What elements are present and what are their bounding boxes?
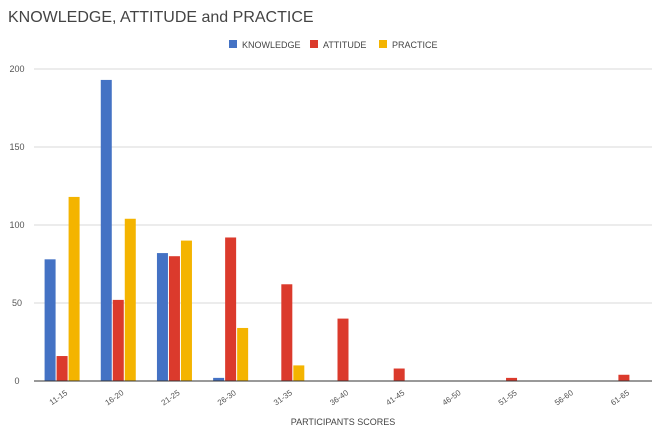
- y-axis-ticks: 0 50 100 150 200: [9, 64, 24, 386]
- legend-label-knowledge: KNOWLEDGE: [242, 40, 301, 50]
- y-tick-label: 0: [14, 376, 19, 386]
- bar-practice-21-25: [180, 240, 192, 381]
- x-tick-label: 51-55: [497, 388, 519, 407]
- bar-attitude-36-40: [337, 318, 349, 381]
- bar-practice-31-35: [293, 365, 305, 381]
- chart-title: KNOWLEDGE, ATTITUDE and PRACTICE: [8, 9, 314, 26]
- x-tick-label: 41-45: [384, 388, 406, 407]
- x-tick-label: 16-20: [103, 388, 125, 407]
- bar-attitude-41-45: [393, 368, 405, 381]
- bar-attitude-61-65: [618, 374, 630, 381]
- x-tick-label: 31-35: [272, 388, 294, 407]
- legend-swatch-practice: [379, 40, 387, 48]
- legend-swatch-attitude: [310, 40, 318, 48]
- x-axis-label: PARTICIPANTS SCORES: [291, 417, 396, 427]
- x-tick-label: 46-50: [441, 388, 463, 407]
- y-tick-label: 150: [9, 142, 24, 152]
- bar-practice-26-30: [237, 327, 249, 381]
- x-tick-label: 61-65: [609, 388, 631, 407]
- bar-attitude-11-15: [56, 356, 68, 381]
- bar-attitude-26-30: [225, 237, 237, 381]
- y-tick-label: 200: [9, 64, 24, 74]
- gridlines: [34, 68, 652, 304]
- bars: [44, 79, 630, 382]
- bar-attitude-51-55: [506, 377, 518, 381]
- x-tick-label: 26-30: [216, 388, 238, 407]
- bar-practice-16-20: [124, 218, 136, 381]
- y-tick-label: 100: [9, 220, 24, 230]
- x-tick-label: 36-40: [328, 388, 350, 407]
- y-tick-label: 50: [12, 298, 22, 308]
- x-axis-ticks: 11-15 16-20 21-25 26-30 31-35 36-40 41-45 46-50…: [48, 388, 632, 407]
- legend: KNOWLEDGE ATTITUDE PRACTICE: [229, 40, 438, 50]
- bar-knowledge-21-25: [156, 253, 168, 381]
- legend-swatch-knowledge: [229, 40, 237, 48]
- bar-practice-11-15: [68, 196, 80, 381]
- x-tick-label: 56-60: [553, 388, 575, 407]
- bar-attitude-31-35: [281, 284, 293, 381]
- bar-attitude-21-25: [168, 256, 180, 381]
- x-tick-label: 21-25: [160, 388, 182, 407]
- legend-label-attitude: ATTITUDE: [323, 40, 366, 50]
- bar-knowledge-11-15: [44, 259, 56, 381]
- bar-knowledge-16-20: [100, 79, 112, 382]
- legend-label-practice: PRACTICE: [392, 40, 438, 50]
- bar-attitude-16-20: [112, 299, 124, 381]
- bar-knowledge-26-30: [213, 377, 225, 381]
- x-tick-label: 11-15: [48, 388, 70, 407]
